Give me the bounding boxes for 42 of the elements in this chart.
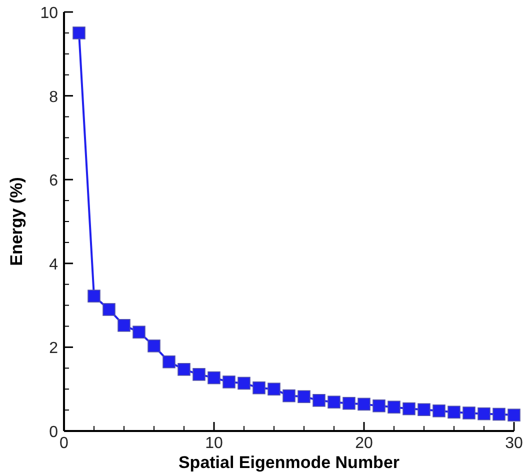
point (102, 303, 116, 316)
point (478, 407, 490, 420)
point (328, 396, 340, 408)
point (358, 398, 370, 411)
point (298, 390, 310, 404)
y-tick-label: 10 (40, 5, 58, 22)
point (492, 408, 506, 421)
point (178, 363, 190, 376)
point (162, 355, 176, 368)
point (132, 326, 146, 339)
point (312, 394, 326, 407)
y-tick-label: 6 (49, 172, 58, 190)
point (268, 382, 280, 396)
point (342, 396, 356, 410)
y-tick-label: 2 (49, 340, 58, 358)
y-tick-label: 4 (49, 256, 58, 274)
x-tick-label: 20 (355, 435, 373, 452)
point (432, 404, 446, 418)
point (252, 381, 266, 394)
point (508, 408, 520, 422)
point (418, 403, 430, 416)
x-axis-title: Spatial Eigenmode Number (178, 453, 400, 472)
y-tick-label: 8 (49, 88, 58, 106)
point (72, 26, 86, 40)
point (222, 376, 236, 388)
point (148, 340, 160, 352)
point (372, 399, 386, 412)
point (238, 376, 250, 390)
point (192, 368, 206, 381)
point (448, 406, 460, 419)
point (88, 290, 100, 302)
point (118, 319, 130, 332)
y-tick-label: 0 (49, 424, 58, 441)
point (208, 371, 220, 384)
x-tick-label: 10 (205, 435, 223, 452)
point (388, 400, 400, 414)
y-axis-title: Energy (%) (7, 177, 26, 266)
x-tick-label: 0 (60, 435, 69, 452)
point (282, 389, 296, 402)
point (462, 406, 476, 420)
x-tick-label: 30 (505, 435, 523, 452)
point (402, 402, 416, 416)
